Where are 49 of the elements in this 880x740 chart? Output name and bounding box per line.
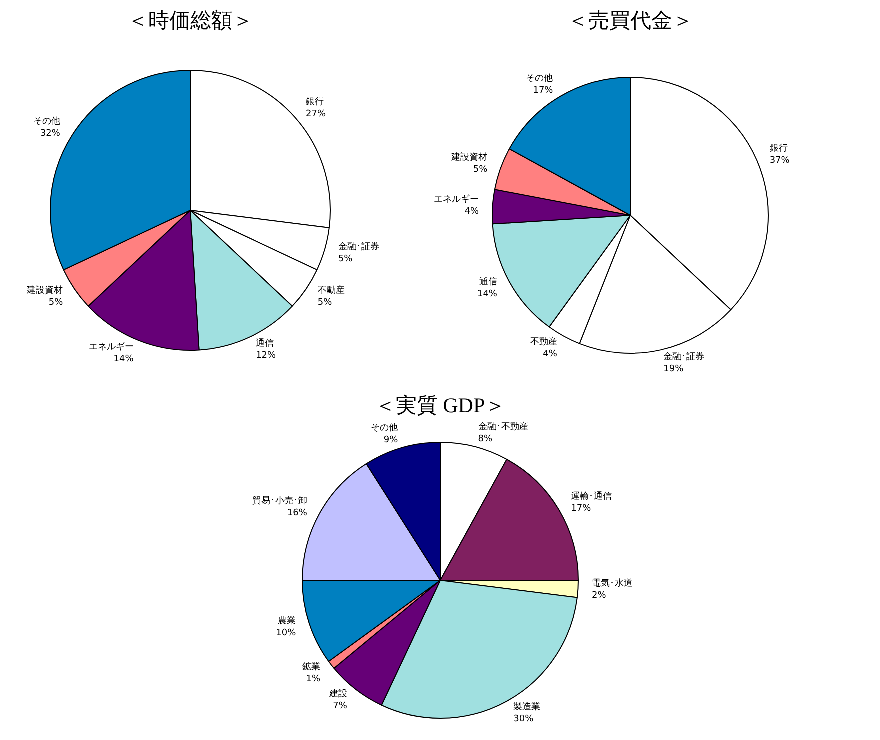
slice-label: 建設資材 [26,285,64,296]
chart-title: ＜売買代金＞ [568,8,694,32]
slice-label: 金融･証券 [664,352,705,363]
data-label: 14% [477,290,498,300]
slice-label: 電気･水道 [592,578,633,590]
slice-label: 金融･不動産 [478,421,528,432]
chart-title: ＜実質 GDP＞ [374,394,506,418]
data-label: 16% [287,508,308,518]
data-label: 19% [664,364,684,375]
data-label: 5% [473,165,488,176]
data-label: 4% [464,206,480,217]
data-label: 17% [571,504,592,514]
slice-label: その他 [371,422,398,434]
data-label: 37% [770,156,790,166]
slice-label: エネルギー [88,342,134,353]
data-label: 4% [543,350,558,360]
data-label: 5% [318,298,333,308]
slice-label: 運輸･通信 [571,491,612,502]
data-label: 12% [256,350,277,361]
slice-label: 建設 [328,688,348,700]
slice-label: 貿易･小売･卸 [252,495,308,506]
data-label: 5% [48,298,64,308]
data-label: 14% [114,354,134,365]
slice-label: 農業 [278,615,296,626]
data-label: 17% [533,86,554,96]
data-label: 2% [592,591,607,602]
slice-label: 金融･証券 [338,241,380,252]
data-label: 1% [306,674,322,685]
slice-label: 不動産 [318,285,345,296]
data-label: 5% [338,254,354,264]
slice-label: 通信 [256,338,274,349]
slice-label: 鉱業 [302,662,321,673]
slice-label: その他 [33,116,60,127]
data-label: 32% [40,128,61,139]
data-label: 27% [306,110,326,120]
data-label: 8% [478,434,493,444]
data-label: 10% [276,628,297,638]
slice-label: エネルギー [434,194,479,205]
chart-title: ＜時価総額＞ [128,8,254,32]
slice-label: 不動産 [530,336,558,348]
slice-label: 銀行 [770,143,788,154]
slice-label: 通信 [479,276,498,288]
slice-label: 製造業 [514,702,541,713]
data-label: 7% [333,701,348,712]
slice-label: 建設資材 [450,152,488,164]
slice-label: 銀行 [306,96,324,108]
data-label: 30% [514,714,534,725]
slice-label: その他 [526,72,554,84]
data-label: 9% [384,436,399,446]
